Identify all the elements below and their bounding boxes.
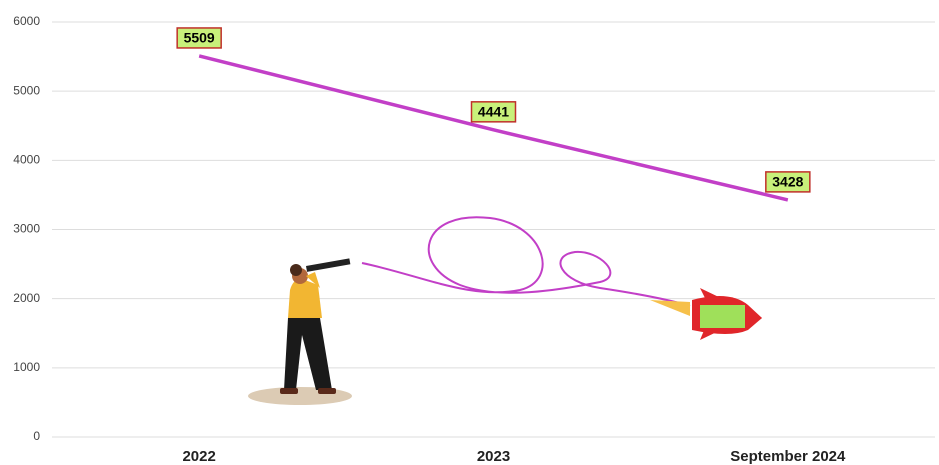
x-tick-label: 2022	[182, 448, 215, 465]
y-tick-label: 3000	[13, 222, 40, 236]
shadow	[248, 387, 352, 405]
flight-path	[362, 217, 690, 306]
y-tick-label: 5000	[13, 83, 40, 97]
x-tick-label: 2023	[477, 448, 510, 465]
data-label: 3428	[772, 174, 803, 190]
data-line	[199, 56, 788, 200]
y-tick-label: 0	[33, 429, 40, 443]
y-tick-label: 2000	[13, 291, 40, 305]
data-label: 5509	[184, 30, 215, 46]
y-tick-label: 4000	[13, 153, 40, 167]
rocket	[650, 288, 762, 340]
x-tick-label: September 2024	[730, 448, 846, 465]
chart: 0 1000 2000 3000 4000 5000 6000 2022 2023 Septem…	[0, 0, 939, 465]
data-label: 4441	[478, 104, 509, 120]
y-tick-label: 1000	[13, 360, 40, 374]
person	[280, 258, 350, 394]
y-tick-label: 6000	[13, 14, 40, 28]
illustration	[248, 217, 762, 405]
